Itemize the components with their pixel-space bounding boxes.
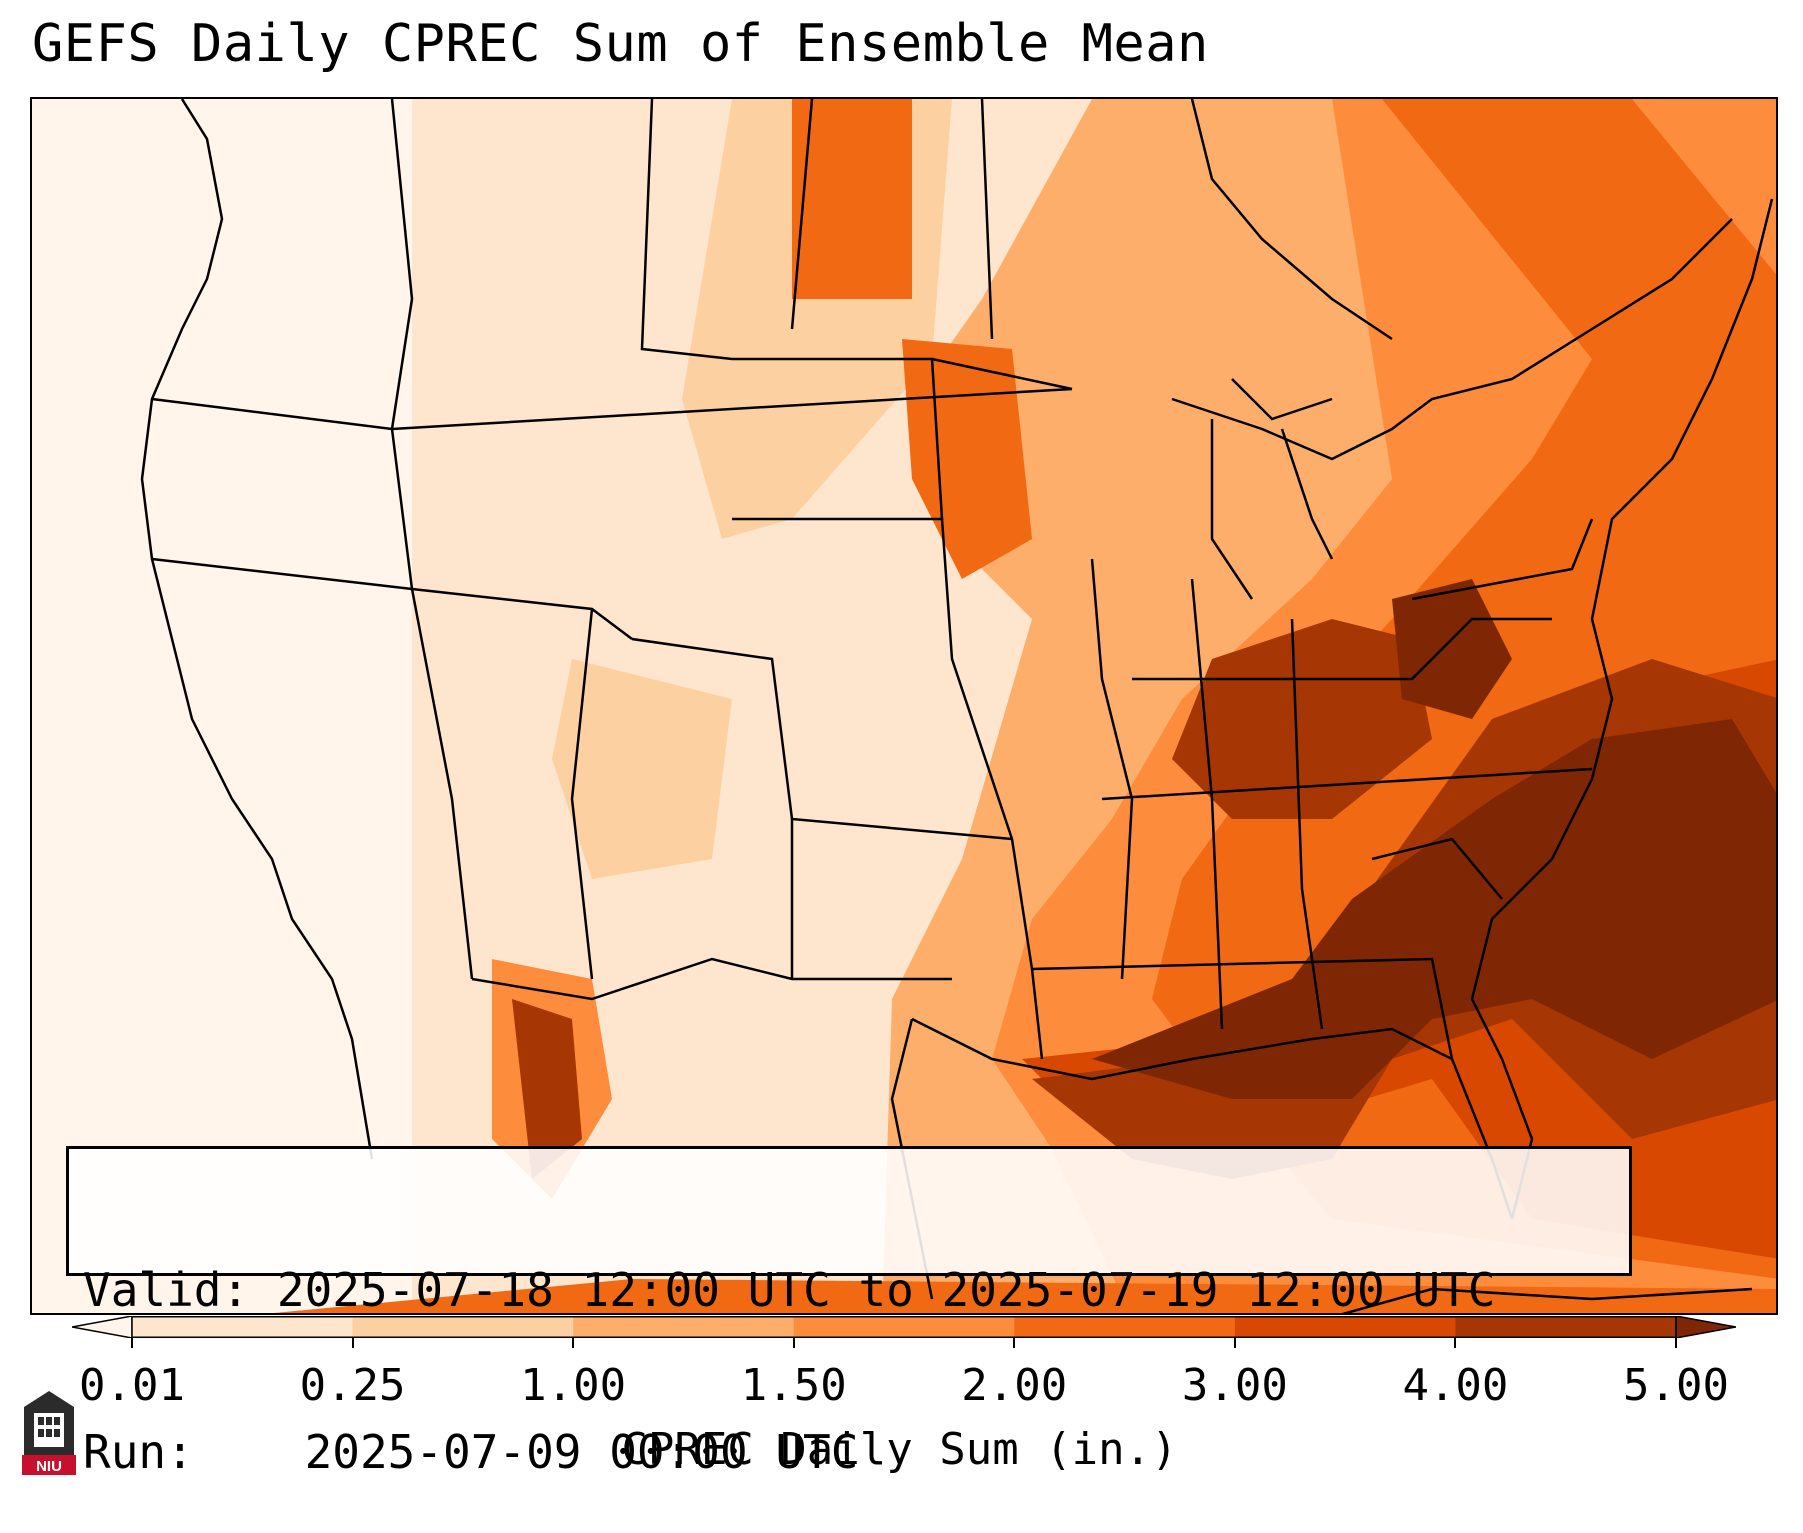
- colorbar-extend-max: [1675, 1316, 1736, 1338]
- page-title: GEFS Daily CPREC Sum of Ensemble Mean: [32, 14, 1209, 74]
- colorbar-bin: [1234, 1316, 1456, 1338]
- run-label: Run:: [83, 1425, 194, 1479]
- colorbar-tick: [131, 1338, 133, 1348]
- colorbar-tick-label: 1.50: [740, 1360, 847, 1411]
- colorbar-bin: [1014, 1316, 1236, 1338]
- valid-time-range: 2025-07-18 12:00 UTC to 2025-07-19 12:00…: [276, 1263, 1496, 1317]
- run-time: 2025-07-09 00:00 UTC: [304, 1425, 859, 1479]
- colorbar-tick: [792, 1338, 795, 1348]
- colorbar-tick: [1233, 1338, 1236, 1348]
- colorbar-outline: [131, 1316, 1677, 1338]
- colorbar-tick-label: 0.25: [299, 1360, 406, 1411]
- colorbar-tick: [1454, 1338, 1457, 1348]
- map-svg: [32, 99, 1776, 1313]
- university-building-icon: NIU: [22, 1391, 76, 1475]
- valid-line: Valid: 2025-07-18 12:00 UTC to 2025-07-1…: [83, 1263, 1615, 1317]
- colorbar-bin: [352, 1316, 574, 1338]
- valid-run-info-box: Valid: 2025-07-18 12:00 UTC to 2025-07-1…: [66, 1146, 1632, 1479]
- colorbar: [72, 1316, 1736, 1338]
- colorbar-tick: [572, 1338, 575, 1348]
- colorbar-bin: [573, 1316, 795, 1338]
- colorbar-tick-label: 2.00: [961, 1360, 1068, 1411]
- precipitation-map: [30, 97, 1778, 1315]
- colorbar-bin: [793, 1316, 1015, 1338]
- colorbar-tick-label: 4.00: [1402, 1360, 1509, 1411]
- precip-shading: [32, 99, 1776, 1313]
- colorbar-extend-min: [72, 1316, 133, 1338]
- boundaries: [140, 99, 1774, 1313]
- colorbar-tick: [1675, 1338, 1677, 1348]
- colorbar-bin: [1455, 1316, 1677, 1338]
- colorbar-tick: [351, 1338, 354, 1348]
- colorbar-tick-label: 0.01: [79, 1360, 185, 1411]
- colorbar-title: CPREC Daily Sum (in.): [621, 1424, 1178, 1475]
- colorbar-tick: [1013, 1338, 1016, 1348]
- colorbar-tick-label: 3.00: [1181, 1360, 1288, 1411]
- valid-label: Valid:: [83, 1263, 250, 1317]
- logo-text: NIU: [36, 1458, 62, 1475]
- run-line: Run: 2025-07-09 00:00 UTC: [83, 1425, 1615, 1479]
- colorbar-tick-label: 1.00: [520, 1360, 627, 1411]
- colorbar-tick-label: 5.00: [1623, 1360, 1729, 1411]
- colorbar-bin: [132, 1316, 354, 1338]
